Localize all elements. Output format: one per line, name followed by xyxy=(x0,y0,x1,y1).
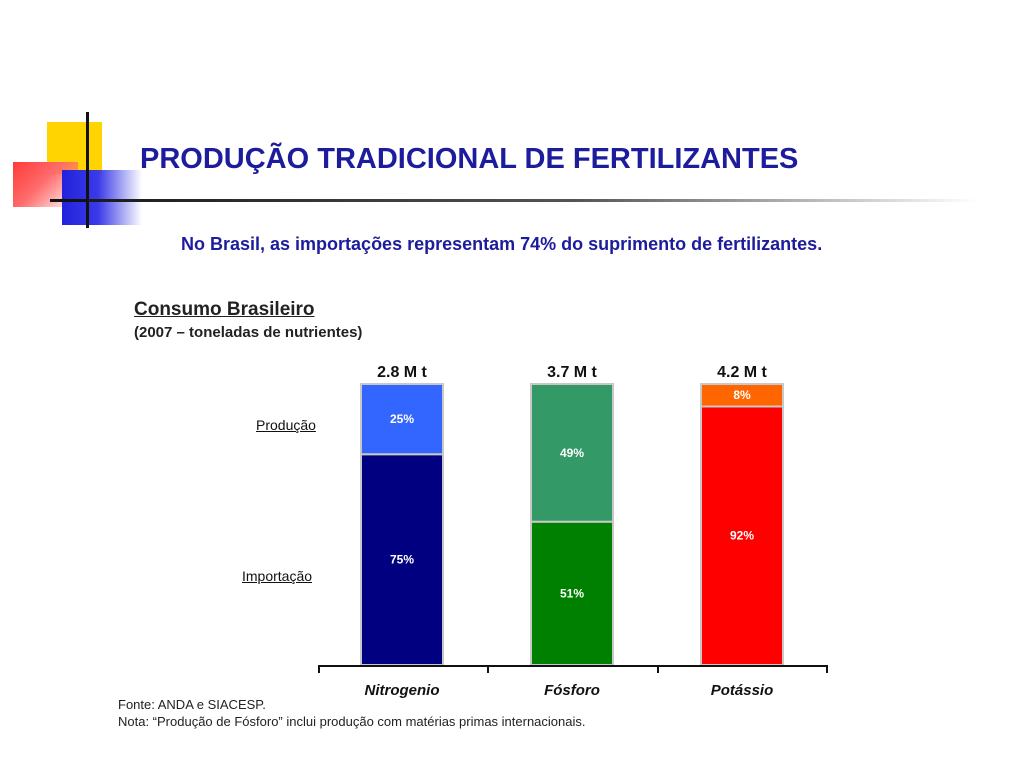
bar-label-fosforo-producao: 49% xyxy=(560,446,584,460)
bar-potassio-producao xyxy=(700,383,784,408)
slide-title: PRODUÇÃO TRADICIONAL DE FERTILIZANTES xyxy=(140,143,799,175)
chart-subtitle: (2007 – toneladas de nutrientes) xyxy=(134,324,363,341)
row-label-producao: Produção xyxy=(256,417,316,433)
title-divider xyxy=(88,199,978,202)
bar-label-potassio-producao: 8% xyxy=(733,388,751,402)
row-label-importacao: Importação xyxy=(242,568,313,584)
slide-logo xyxy=(0,0,160,240)
bar-total-fosforo: 3.7 M t xyxy=(547,364,597,381)
slide-subtitle: No Brasil, as importações representam 74… xyxy=(181,234,823,254)
bars-layer: 75% 25% 51% 49% 92% 8% xyxy=(360,383,784,666)
bar-label-potassio-importacao: 92% xyxy=(730,529,754,543)
category-label-potassio: Potássio xyxy=(711,682,774,699)
logo-vertical-line xyxy=(86,112,89,228)
category-label-fosforo: Fósforo xyxy=(544,682,600,699)
bar-label-nitrogenio-producao: 25% xyxy=(390,412,414,426)
bar-nitrogenio-producao xyxy=(360,383,444,456)
axis-layer: 2.8 M t Nitrogenio 3.7 M t Fósforo 4.2 M t Po… xyxy=(318,364,828,699)
bar-potassio-importacao xyxy=(700,405,784,666)
bar-total-nitrogenio: 2.8 M t xyxy=(377,364,427,381)
bar-label-nitrogenio-importacao: 75% xyxy=(390,553,414,567)
footnote-source: Fonte: ANDA e SIACESP. xyxy=(118,697,266,712)
footnote-note: Nota: “Produção de Fósforo” inclui produ… xyxy=(118,714,586,729)
bar-label-fosforo-importacao: 51% xyxy=(560,586,584,600)
category-label-nitrogenio: Nitrogenio xyxy=(365,682,440,699)
logo-blue-square xyxy=(62,170,142,225)
chart-title: Consumo Brasileiro xyxy=(134,299,315,320)
bar-total-potassio: 4.2 M t xyxy=(717,364,767,381)
bar-fosforo-producao xyxy=(530,383,614,523)
bar-nitrogenio-importacao xyxy=(360,453,444,666)
bar-fosforo-importacao xyxy=(530,520,614,666)
